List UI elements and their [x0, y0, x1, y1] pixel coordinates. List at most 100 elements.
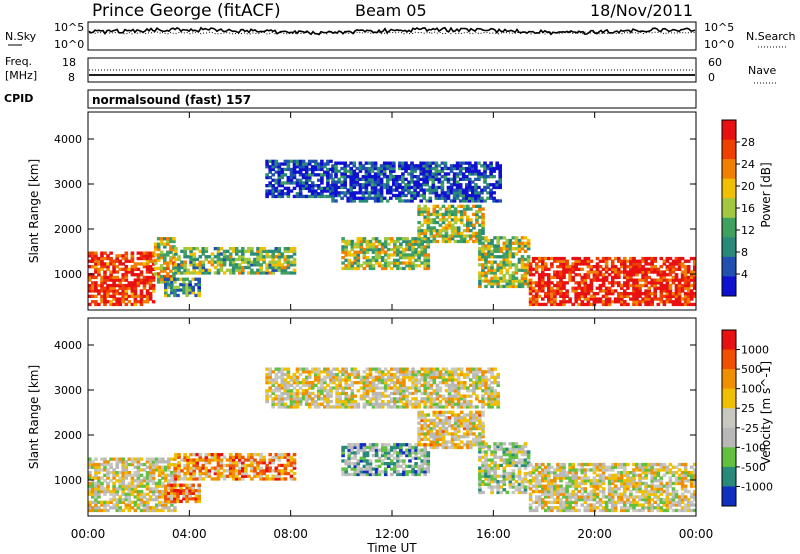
heatmap-cell	[170, 457, 174, 461]
heatmap-cell	[286, 186, 291, 190]
heatmap-cell	[414, 381, 418, 385]
heatmap-cell	[493, 249, 497, 253]
heatmap-cell	[174, 265, 178, 270]
heatmap-cell	[390, 237, 394, 241]
heatmap-cell	[423, 250, 427, 254]
heatmap-cell	[617, 297, 621, 301]
heatmap-cell	[423, 472, 427, 477]
heatmap-cell	[341, 399, 345, 404]
heatmap-cell	[170, 277, 174, 281]
heatmap-cell	[455, 188, 460, 192]
heatmap-cell	[183, 263, 187, 267]
heatmap-cell	[462, 418, 467, 423]
heatmap-cell	[344, 445, 348, 450]
heatmap-cell	[216, 455, 221, 459]
heatmap-cell	[425, 177, 429, 181]
heatmap-cell	[422, 180, 426, 184]
heatmap-cell	[505, 247, 510, 251]
heatmap-cell	[289, 474, 294, 478]
heatmap-cell	[172, 274, 176, 279]
heatmap-cell	[234, 453, 239, 457]
heatmap-cell	[307, 394, 312, 398]
heatmap-cell	[422, 161, 426, 165]
heatmap-cell	[341, 451, 345, 455]
heatmap-cell	[447, 389, 452, 393]
heatmap-cell	[462, 383, 467, 387]
heatmap-cell	[505, 244, 510, 248]
heatmap-cell	[201, 252, 206, 256]
heatmap-cell	[426, 215, 431, 219]
heatmap-cell	[589, 294, 594, 298]
heatmap-cell	[598, 270, 603, 274]
heatmap-cell	[466, 367, 470, 371]
heatmap-cell	[338, 381, 342, 385]
heatmap-cell	[383, 394, 388, 398]
heatmap-cell	[374, 445, 379, 450]
heatmap-cell	[88, 481, 92, 486]
heatmap-cell	[362, 405, 367, 409]
heatmap-cell	[173, 483, 177, 487]
heatmap-cell	[130, 283, 135, 288]
heatmap-cell	[91, 283, 95, 288]
heatmap-cell	[483, 188, 487, 192]
heatmap-cell	[393, 253, 397, 257]
heatmap-cell	[396, 261, 400, 265]
heatmap-cell	[353, 464, 358, 468]
heatmap-cell	[326, 194, 330, 199]
heatmap-cell	[393, 399, 397, 404]
heatmap-cell	[623, 265, 627, 269]
heatmap-cell	[417, 421, 421, 425]
heatmap-cell	[307, 159, 312, 163]
heatmap-cell	[166, 280, 170, 284]
heatmap-cell	[493, 378, 497, 382]
heatmap-cell	[404, 183, 408, 187]
heatmap-cell	[469, 416, 473, 420]
heatmap-cell	[265, 466, 269, 470]
heatmap-cell	[411, 245, 415, 249]
heatmap-cell	[586, 289, 591, 293]
heatmap-cell	[386, 453, 391, 458]
heatmap-cell	[475, 405, 479, 409]
heatmap-cell	[405, 389, 409, 393]
heatmap-cell	[292, 394, 297, 398]
heatmap-cell	[112, 265, 116, 269]
heatmap-cell	[420, 367, 424, 371]
heatmap-cell	[386, 402, 391, 406]
heatmap-cell	[97, 487, 101, 491]
heatmap-cell	[449, 177, 454, 181]
heatmap-cell	[271, 383, 275, 387]
heatmap-cell	[169, 261, 173, 265]
heatmap-cell	[562, 270, 566, 274]
heatmap-cell	[166, 261, 170, 265]
heatmap-cell	[185, 497, 189, 501]
freq-tick-bottom: 8	[68, 71, 75, 84]
heatmap-cell	[271, 389, 275, 393]
heatmap-cell	[635, 273, 639, 277]
heatmap-cell	[423, 435, 427, 439]
heatmap-cell	[271, 252, 275, 256]
heatmap-cell	[446, 172, 451, 176]
heatmap-cell	[329, 378, 333, 382]
heatmap-cell	[118, 281, 122, 285]
heatmap-cell	[329, 405, 333, 409]
heatmap-cell	[148, 462, 153, 467]
heatmap-cell	[534, 292, 539, 296]
heatmap-cell	[420, 242, 424, 246]
heatmap-cell	[121, 492, 125, 496]
heatmap-cell	[323, 378, 327, 382]
heatmap-cell	[441, 212, 446, 217]
heatmap-cell	[280, 268, 285, 272]
heatmap-cell	[659, 281, 664, 285]
heatmap-cell	[589, 270, 594, 274]
heatmap-cell	[283, 257, 288, 262]
heatmap-cell	[170, 462, 174, 467]
heatmap-cell	[393, 462, 397, 466]
heatmap-cell	[283, 265, 288, 270]
heatmap-cell	[450, 405, 455, 409]
heatmap-cell	[139, 251, 144, 255]
heatmap-cell	[304, 389, 309, 393]
heatmap-cell	[537, 289, 542, 293]
heatmap-cell	[115, 265, 119, 269]
heatmap-cell	[139, 468, 144, 472]
heatmap-cell	[390, 462, 394, 466]
